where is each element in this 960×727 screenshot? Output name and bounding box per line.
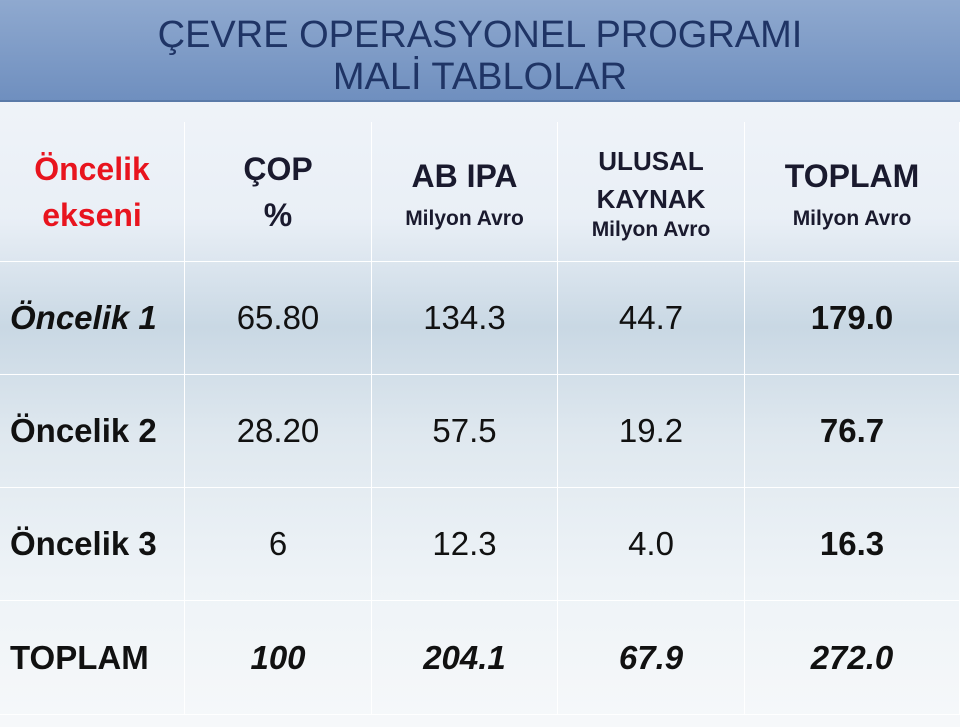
table-cell: 100 [185, 601, 372, 715]
header-text: Öncelik [34, 150, 150, 187]
title: ÇEVRE OPERASYONEL PROGRAMI [157, 14, 803, 56]
table-cell: 28.20 [185, 375, 372, 488]
header-cell: TOPLAM Milyon Avro [745, 122, 960, 262]
table-cell: 12.3 [372, 488, 558, 601]
header-unit: Milyon Avro [591, 217, 711, 241]
row-label: Öncelik 1 [0, 262, 185, 375]
row-label: TOPLAM [0, 601, 185, 715]
header-text: TOPLAM [784, 157, 920, 194]
header-text: ekseni [42, 196, 142, 233]
table-cell: 6 [185, 488, 372, 601]
table-cell: 44.7 [558, 262, 745, 375]
header-cell: AB IPA Milyon Avro [372, 122, 558, 262]
table-cell: 272.0 [745, 601, 960, 715]
table-cell: 16.3 [745, 488, 960, 601]
table-cell: 134.3 [372, 262, 558, 375]
header-cell: ULUSAL KAYNAK Milyon Avro [558, 122, 745, 262]
header-text: AB IPA [411, 157, 518, 194]
header-text: KAYNAK [596, 183, 706, 214]
header-unit: Milyon Avro [792, 206, 912, 230]
title: MALİ TABLOLAR [332, 56, 628, 98]
table-cell: 4.0 [558, 488, 745, 601]
header-unit: Milyon Avro [405, 206, 524, 230]
row-label: Öncelik 2 [0, 375, 185, 488]
table-cell: 204.1 [372, 601, 558, 715]
header-text: ULUSAL [598, 145, 704, 176]
header-text: ÇOP [243, 150, 313, 187]
table-cell: 65.80 [185, 262, 372, 375]
header-cell: ÇOP% [185, 122, 372, 262]
header-cell: Öncelik ekseni [0, 122, 185, 262]
table-cell: 57.5 [372, 375, 558, 488]
header-text: % [263, 196, 293, 233]
table-cell: 76.7 [745, 375, 960, 488]
table-cell: 19.2 [558, 375, 745, 488]
table-cell: 179.0 [745, 262, 960, 375]
title-bar: ÇEVRE OPERASYONEL PROGRAMI MALİ TABLOLAR [0, 0, 960, 102]
row-label: Öncelik 3 [0, 488, 185, 601]
table-cell: 67.9 [558, 601, 745, 715]
